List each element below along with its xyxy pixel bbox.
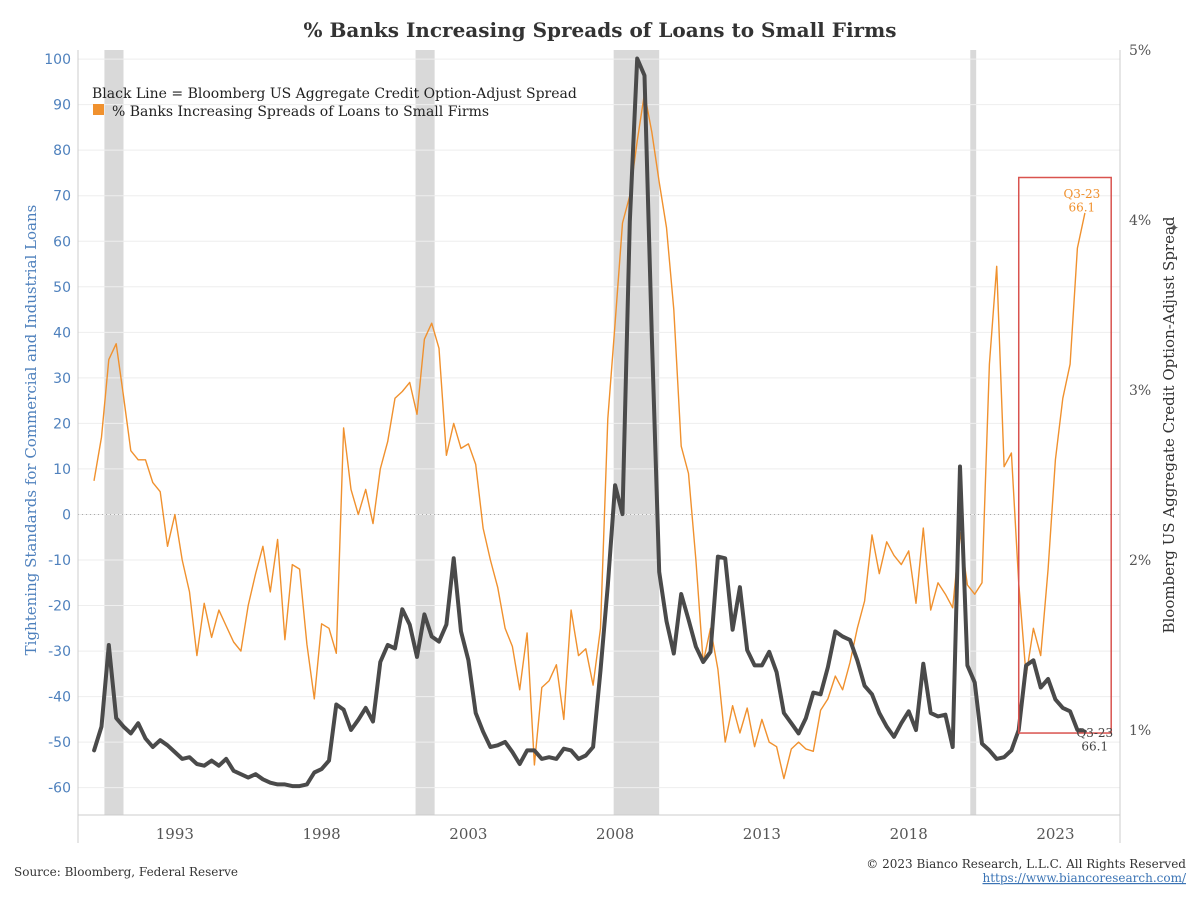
x-tick-label: 1998 — [303, 825, 341, 843]
y-right-tick-label: 2% — [1129, 553, 1151, 569]
orange-annotation-label: Q3-23 — [1063, 187, 1100, 201]
y-left-tick-label: -60 — [48, 781, 71, 797]
y-left-tick-label: -20 — [48, 599, 71, 615]
x-tick-label: 2008 — [596, 825, 634, 843]
y-left-tick-label: 90 — [53, 98, 71, 114]
orange-annotation-value: 66.1 — [1068, 201, 1095, 215]
y-left-tick-label: 70 — [53, 189, 71, 205]
y-axis-right-label: Bloomberg US Aggregate Credit Option-Adj… — [1160, 216, 1178, 633]
y-left-tick-label: 40 — [53, 325, 71, 341]
y-left-tick-label: 20 — [53, 416, 71, 432]
recession-band-2 — [613, 50, 660, 815]
y-left-tick-label: 30 — [53, 371, 71, 387]
highlight-box — [1017, 176, 1112, 734]
y-right-tick-label: 4% — [1129, 213, 1151, 229]
black-annotation-value: 66.1 — [1081, 739, 1108, 753]
x-tick-label: 1993 — [156, 825, 194, 843]
y-right-tick-label: 3% — [1129, 383, 1151, 399]
y-left-tick-label: 10 — [53, 462, 71, 478]
x-tick-label: 2023 — [1036, 825, 1074, 843]
y-left-tick-label: -40 — [48, 690, 71, 706]
source-note: Source: Bloomberg, Federal Reserve — [14, 865, 238, 879]
y-left-tick-label: 0 — [62, 507, 71, 523]
x-tick-label: 2013 — [743, 825, 781, 843]
website-link[interactable]: https://www.biancoresearch.com/ — [982, 871, 1186, 885]
x-tick-label: 2018 — [890, 825, 928, 843]
recession-band-1 — [415, 50, 435, 815]
black-annotation-label: Q3-23 — [1076, 726, 1113, 740]
y-left-tick-label: 100 — [44, 52, 71, 68]
y-right-tick-label: 1% — [1129, 723, 1151, 739]
y-left-tick-label: 60 — [53, 234, 71, 250]
recession-band-3 — [970, 50, 977, 815]
y-left-tick-label: -30 — [48, 644, 71, 660]
legend: Black Line = Bloomberg US Aggregate Cred… — [92, 86, 577, 120]
y-right-tick-label: 5% — [1129, 43, 1151, 59]
legend-black-line-note: Black Line = Bloomberg US Aggregate Cred… — [92, 86, 577, 102]
chart-title: % Banks Increasing Spreads of Loans to S… — [304, 18, 897, 42]
y-left-tick-label: -10 — [48, 553, 71, 569]
pin-icon: ✦ — [1169, 221, 1179, 235]
y-left-tick-label: -50 — [48, 735, 71, 751]
legend-orange-entry: % Banks Increasing Spreads of Loans to S… — [112, 104, 489, 120]
y-left-tick-label: 50 — [53, 280, 71, 296]
copyright-note: © 2023 Bianco Research, L.L.C. All Right… — [866, 857, 1186, 871]
y-axis-left-label: Tightening Standards for Commercial and … — [22, 205, 40, 656]
black-series-line — [92, 56, 1087, 789]
y-left-tick-label: 80 — [53, 143, 71, 159]
plot-area: 1009080706050403020100-10-20-30-40-50-60… — [44, 43, 1151, 843]
orange-series-line — [93, 92, 1086, 780]
x-tick-label: 2003 — [449, 825, 487, 843]
legend-orange-swatch — [93, 104, 104, 115]
